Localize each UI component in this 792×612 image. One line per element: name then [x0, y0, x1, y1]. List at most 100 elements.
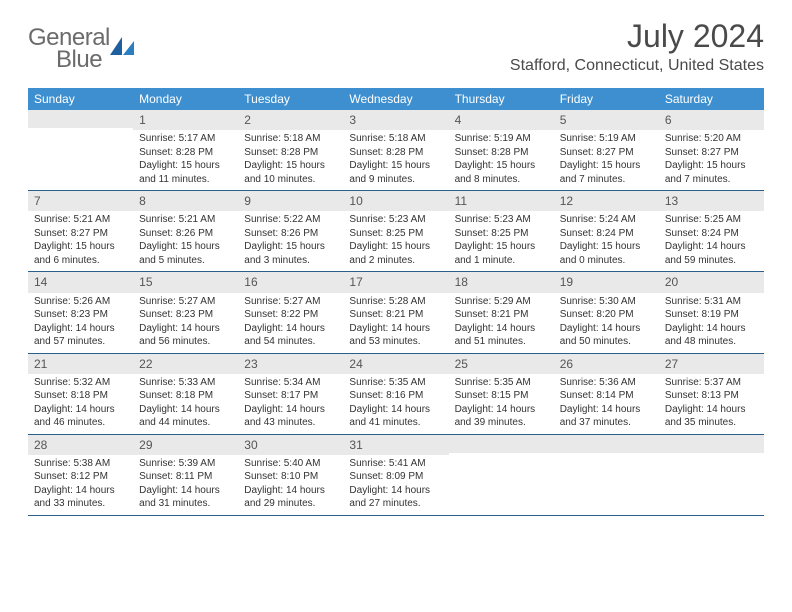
sunrise-text: Sunrise: 5:35 AM — [455, 376, 548, 390]
day-body: Sunrise: 5:22 AMSunset: 8:26 PMDaylight:… — [238, 211, 343, 271]
day-body — [554, 453, 659, 459]
day-number: 10 — [343, 191, 448, 211]
day-body: Sunrise: 5:31 AMSunset: 8:19 PMDaylight:… — [659, 293, 764, 353]
sunrise-text: Sunrise: 5:27 AM — [139, 295, 232, 309]
day-cell: 22Sunrise: 5:33 AMSunset: 8:18 PMDayligh… — [133, 354, 238, 434]
weekday-wednesday: Wednesday — [343, 88, 448, 110]
week-row: 1Sunrise: 5:17 AMSunset: 8:28 PMDaylight… — [28, 110, 764, 191]
sunset-text: Sunset: 8:23 PM — [139, 308, 232, 322]
day-body — [659, 453, 764, 459]
day-body: Sunrise: 5:27 AMSunset: 8:22 PMDaylight:… — [238, 293, 343, 353]
daylight-text: Daylight: 14 hours and 54 minutes. — [244, 322, 337, 349]
day-number: 9 — [238, 191, 343, 211]
day-number: 14 — [28, 272, 133, 292]
sunset-text: Sunset: 8:25 PM — [349, 227, 442, 241]
week-row: 28Sunrise: 5:38 AMSunset: 8:12 PMDayligh… — [28, 435, 764, 516]
day-cell: 5Sunrise: 5:19 AMSunset: 8:27 PMDaylight… — [554, 110, 659, 190]
day-cell: 4Sunrise: 5:19 AMSunset: 8:28 PMDaylight… — [449, 110, 554, 190]
sunrise-text: Sunrise: 5:41 AM — [349, 457, 442, 471]
daylight-text: Daylight: 14 hours and 29 minutes. — [244, 484, 337, 511]
sunset-text: Sunset: 8:20 PM — [560, 308, 653, 322]
day-cell: 13Sunrise: 5:25 AMSunset: 8:24 PMDayligh… — [659, 191, 764, 271]
day-number: 11 — [449, 191, 554, 211]
daylight-text: Daylight: 15 hours and 7 minutes. — [560, 159, 653, 186]
weekday-saturday: Saturday — [659, 88, 764, 110]
sunrise-text: Sunrise: 5:27 AM — [244, 295, 337, 309]
day-number: 4 — [449, 110, 554, 130]
day-body: Sunrise: 5:21 AMSunset: 8:27 PMDaylight:… — [28, 211, 133, 271]
daylight-text: Daylight: 15 hours and 5 minutes. — [139, 240, 232, 267]
day-cell: 15 Sunrise: 5:27 AMSunset: 8:23 PMDayligh… — [133, 272, 238, 352]
day-number: 17 — [343, 272, 448, 292]
sunset-text: Sunset: 8:28 PM — [139, 146, 232, 160]
day-number: 21 — [28, 354, 133, 374]
day-number: 26 — [554, 354, 659, 374]
day-cell: 17Sunrise: 5:28 AMSunset: 8:21 PMDayligh… — [343, 272, 448, 352]
daylight-text: Daylight: 14 hours and 51 minutes. — [455, 322, 548, 349]
sunrise-text: Sunrise: 5:19 AM — [455, 132, 548, 146]
day-number: 3 — [343, 110, 448, 130]
sunrise-text: Sunrise: 5:24 AM — [560, 213, 653, 227]
day-body: Sunrise: 5:35 AMSunset: 8:15 PMDaylight:… — [449, 374, 554, 434]
weekday-thursday: Thursday — [449, 88, 554, 110]
day-cell: 25Sunrise: 5:35 AMSunset: 8:15 PMDayligh… — [449, 354, 554, 434]
day-cell: 3Sunrise: 5:18 AMSunset: 8:28 PMDaylight… — [343, 110, 448, 190]
daylight-text: Daylight: 14 hours and 37 minutes. — [560, 403, 653, 430]
day-cell: 9Sunrise: 5:22 AMSunset: 8:26 PMDaylight… — [238, 191, 343, 271]
sunrise-text: Sunrise: 5:28 AM — [349, 295, 442, 309]
day-number: 22 — [133, 354, 238, 374]
day-number: 18 — [449, 272, 554, 292]
week-row: 21Sunrise: 5:32 AMSunset: 8:18 PMDayligh… — [28, 354, 764, 435]
day-number: 12 — [554, 191, 659, 211]
day-number: 19 — [554, 272, 659, 292]
day-cell: 1Sunrise: 5:17 AMSunset: 8:28 PMDaylight… — [133, 110, 238, 190]
sunrise-text: Sunrise: 5:23 AM — [349, 213, 442, 227]
sunset-text: Sunset: 8:28 PM — [244, 146, 337, 160]
day-cell: 19Sunrise: 5:30 AMSunset: 8:20 PMDayligh… — [554, 272, 659, 352]
daylight-text: Daylight: 14 hours and 44 minutes. — [139, 403, 232, 430]
day-number: 16 — [238, 272, 343, 292]
day-body: Sunrise: 5:17 AMSunset: 8:28 PMDaylight:… — [133, 130, 238, 190]
day-cell: 24Sunrise: 5:35 AMSunset: 8:16 PMDayligh… — [343, 354, 448, 434]
day-number — [554, 435, 659, 453]
daylight-text: Daylight: 15 hours and 9 minutes. — [349, 159, 442, 186]
daylight-text: Daylight: 14 hours and 48 minutes. — [665, 322, 758, 349]
day-body: Sunrise: 5:19 AMSunset: 8:27 PMDaylight:… — [554, 130, 659, 190]
day-cell: 8Sunrise: 5:21 AMSunset: 8:26 PMDaylight… — [133, 191, 238, 271]
day-cell: 21Sunrise: 5:32 AMSunset: 8:18 PMDayligh… — [28, 354, 133, 434]
daylight-text: Daylight: 14 hours and 41 minutes. — [349, 403, 442, 430]
sunset-text: Sunset: 8:28 PM — [455, 146, 548, 160]
sunset-text: Sunset: 8:24 PM — [560, 227, 653, 241]
day-number: 2 — [238, 110, 343, 130]
day-cell: 12Sunrise: 5:24 AMSunset: 8:24 PMDayligh… — [554, 191, 659, 271]
sunrise-text: Sunrise: 5:35 AM — [349, 376, 442, 390]
calendar-grid: SundayMondayTuesdayWednesdayThursdayFrid… — [28, 88, 764, 516]
sunrise-text: Sunrise: 5:29 AM — [455, 295, 548, 309]
day-cell: 16Sunrise: 5:27 AMSunset: 8:22 PMDayligh… — [238, 272, 343, 352]
day-cell: 27Sunrise: 5:37 AMSunset: 8:13 PMDayligh… — [659, 354, 764, 434]
day-number — [449, 435, 554, 453]
sunset-text: Sunset: 8:28 PM — [349, 146, 442, 160]
sunrise-text: Sunrise: 5:26 AM — [34, 295, 127, 309]
day-body: Sunrise: 5:18 AMSunset: 8:28 PMDaylight:… — [343, 130, 448, 190]
day-cell: 18Sunrise: 5:29 AMSunset: 8:21 PMDayligh… — [449, 272, 554, 352]
day-cell: 31Sunrise: 5:41 AMSunset: 8:09 PMDayligh… — [343, 435, 448, 515]
sunset-text: Sunset: 8:22 PM — [244, 308, 337, 322]
daylight-text: Daylight: 14 hours and 59 minutes. — [665, 240, 758, 267]
day-cell: 7Sunrise: 5:21 AMSunset: 8:27 PMDaylight… — [28, 191, 133, 271]
daylight-text: Daylight: 15 hours and 6 minutes. — [34, 240, 127, 267]
day-body: Sunrise: 5:30 AMSunset: 8:20 PMDaylight:… — [554, 293, 659, 353]
sunrise-text: Sunrise: 5:23 AM — [455, 213, 548, 227]
sunset-text: Sunset: 8:18 PM — [34, 389, 127, 403]
day-body — [449, 453, 554, 459]
day-number: 6 — [659, 110, 764, 130]
sunset-text: Sunset: 8:09 PM — [349, 470, 442, 484]
daylight-text: Daylight: 14 hours and 56 minutes. — [139, 322, 232, 349]
day-cell: 2Sunrise: 5:18 AMSunset: 8:28 PMDaylight… — [238, 110, 343, 190]
day-number: 15 — [133, 272, 238, 292]
sunset-text: Sunset: 8:18 PM — [139, 389, 232, 403]
daylight-text: Daylight: 14 hours and 33 minutes. — [34, 484, 127, 511]
sunrise-text: Sunrise: 5:20 AM — [665, 132, 758, 146]
day-cell — [659, 435, 764, 515]
day-cell: 20Sunrise: 5:31 AMSunset: 8:19 PMDayligh… — [659, 272, 764, 352]
